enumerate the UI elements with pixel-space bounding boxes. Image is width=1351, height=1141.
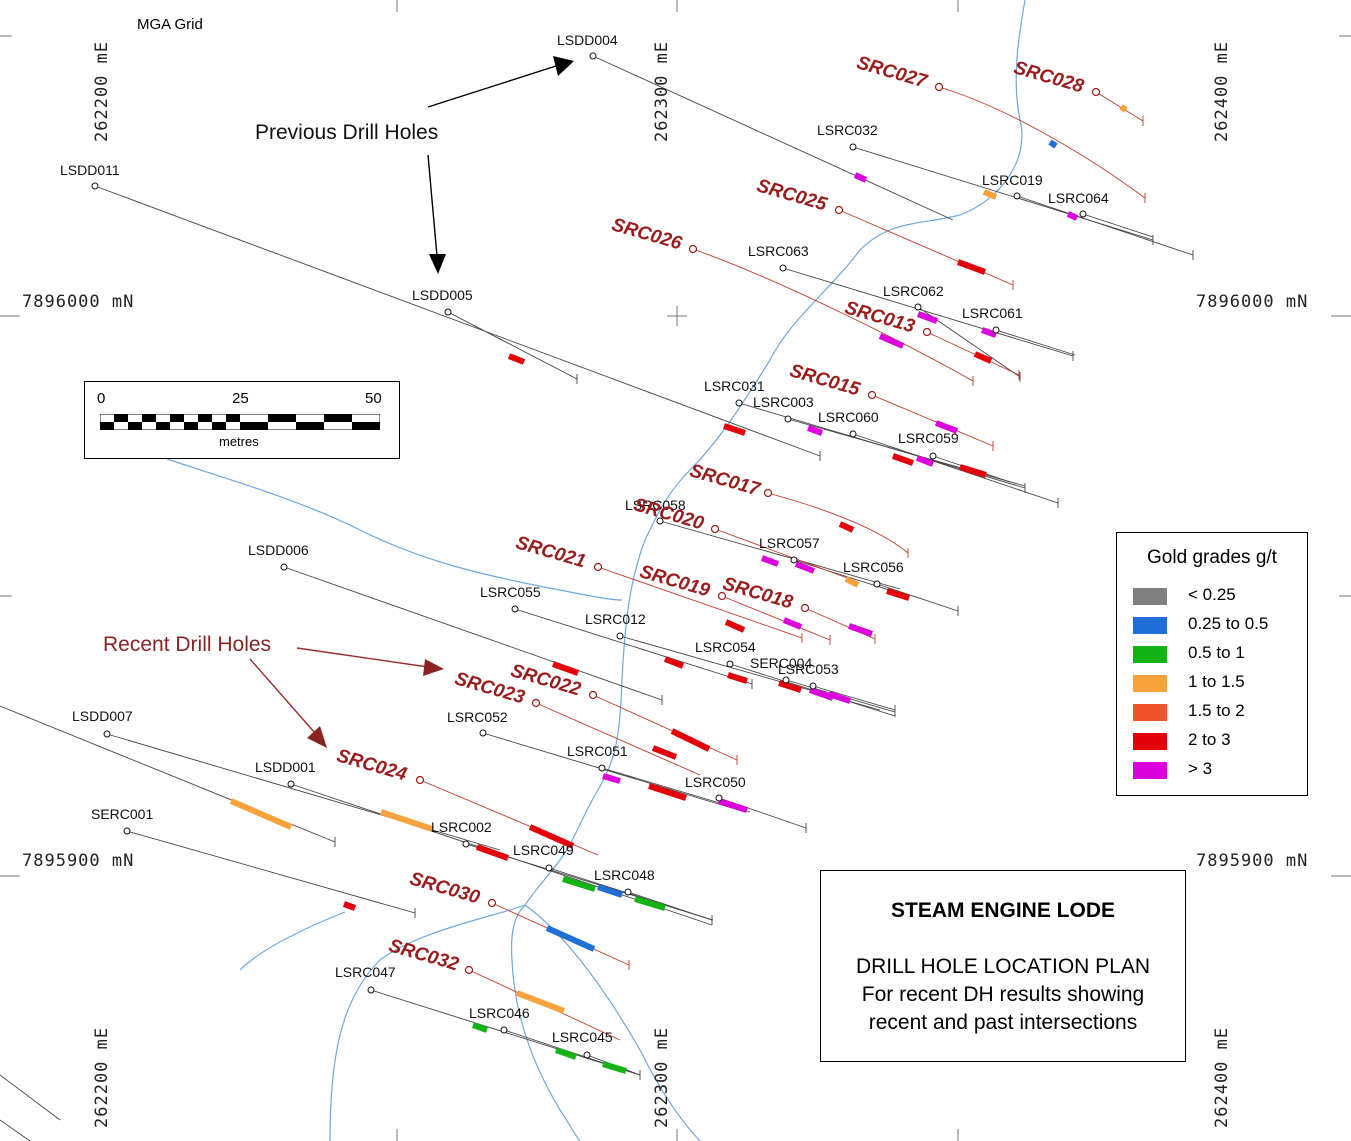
callout-arrows	[249, 56, 574, 748]
map-title: STEAM ENGINE LODE	[890, 899, 1116, 922]
hole-label: LSRC012	[585, 611, 646, 627]
hole-label: LSRC050	[685, 774, 746, 790]
hole-label: LSRC062	[883, 283, 944, 299]
grade-legend: Gold grades g/t < 0.25 0.25 to 0.5 0.5 t…	[1116, 532, 1308, 796]
hole-label: LSRC063	[748, 243, 809, 259]
hole-label: LSRC048	[594, 867, 655, 883]
legend-swatch	[1133, 617, 1167, 634]
hole-label: LSRC059	[898, 430, 959, 446]
hole-label: LSRC053	[778, 661, 839, 677]
northing-label-left-2: 7895900 mN	[22, 851, 135, 871]
intersections	[229, 104, 1128, 1074]
northing-label-right-2: 7895900 mN	[1196, 851, 1309, 871]
hole-label: LSRC054	[695, 639, 756, 655]
hole-label: LSDD005	[412, 287, 473, 303]
map-subtitle: DRILL HOLE LOCATION PLAN For recent DH r…	[855, 955, 1151, 1034]
recent-holes-callout: Recent Drill Holes	[103, 633, 272, 656]
legend-swatch	[1133, 646, 1167, 663]
hole-label: LSRC052	[447, 709, 508, 725]
title-block: STEAM ENGINE LODE DRILL HOLE LOCATION PL…	[820, 870, 1186, 1062]
hole-label: LSRC031	[704, 378, 765, 394]
hole-label: LSRC045	[552, 1029, 613, 1045]
hole-label: LSRC046	[469, 1005, 530, 1021]
recent-collars	[415, 82, 1101, 975]
hole-label: LSDD007	[72, 708, 133, 724]
hole-label: LSRC003	[753, 394, 814, 410]
hole-label: LSDD011	[60, 162, 120, 178]
easting-label-bottom-2: 262300 mE	[652, 1026, 672, 1128]
previous-collars	[91, 52, 1087, 1059]
scale-bar: 0 25 50 metres	[84, 381, 400, 459]
hole-label: LSRC060	[818, 409, 879, 425]
hole-label: LSRC064	[1048, 190, 1109, 206]
legend-title: Gold grades g/t	[1147, 547, 1277, 568]
hole-label: LSRC051	[567, 743, 628, 759]
hole-label: LSRC032	[817, 122, 878, 138]
hole-label: LSRC061	[962, 305, 1023, 321]
hole-label: LSDD006	[248, 542, 309, 558]
legend-swatch	[1133, 588, 1167, 605]
hole-label: LSRC058	[625, 497, 686, 513]
scale-tick-50: 50	[365, 390, 382, 407]
hole-label: LSRC055	[480, 584, 541, 600]
scale-unit: metres	[219, 434, 259, 449]
hole-label: LSRC047	[335, 964, 396, 980]
hole-label: LSRC056	[843, 559, 904, 575]
end-ticks	[334, 235, 1194, 1080]
hole-label: SERC004	[750, 655, 813, 671]
hole-label: LSDD004	[557, 32, 618, 48]
scale-tick-25: 25	[232, 390, 249, 407]
northing-label-left-1: 7896000 mN	[22, 292, 135, 312]
hole-label: LSRC049	[513, 842, 574, 858]
end-ticks-recent	[628, 116, 1146, 970]
northing-label-right-1: 7896000 mN	[1196, 292, 1309, 312]
easting-label-top-2: 262300 mE	[652, 40, 672, 142]
hole-label: LSDD001	[255, 759, 316, 775]
hole-label: SERC001	[91, 806, 154, 822]
easting-label-bottom-3: 262400 mE	[1212, 1026, 1232, 1128]
legend-swatch	[1133, 675, 1167, 692]
previous-traces	[0, 55, 1194, 1141]
legend-swatch	[1133, 733, 1167, 750]
scale-tick-0: 0	[97, 390, 106, 407]
grid-name: MGA Grid	[137, 16, 203, 33]
legend-swatch	[1133, 704, 1167, 721]
scale-checker	[100, 414, 380, 430]
hole-label: LSRC002	[431, 819, 492, 835]
hole-label: LSRC019	[982, 172, 1043, 188]
easting-label-top-1: 262200 mE	[92, 40, 112, 142]
hole-label: LSRC057	[759, 535, 820, 551]
legend-swatch	[1133, 762, 1167, 779]
easting-label-bottom-1: 262200 mE	[92, 1026, 112, 1128]
easting-label-top-3: 262400 mE	[1212, 40, 1232, 142]
previous-holes-callout: Previous Drill Holes	[255, 121, 439, 144]
creek-lines	[166, 0, 1026, 1141]
